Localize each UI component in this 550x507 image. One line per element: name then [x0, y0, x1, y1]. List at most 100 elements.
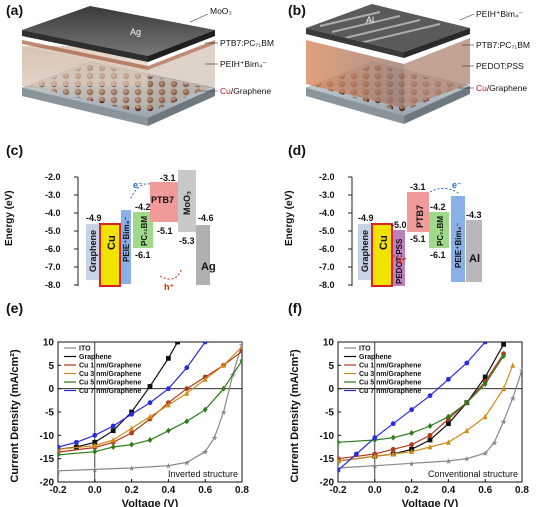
series-e-5-point — [202, 342, 208, 345]
y-tick-label-f: -15 — [320, 454, 335, 465]
cu-block-d — [371, 223, 393, 287]
series-e-0-point: ★ — [220, 408, 227, 417]
series-f-5-point — [464, 360, 470, 366]
legend-label-e-5: Cu 7 nm/Graphene — [79, 388, 141, 395]
series-f-4-point — [427, 423, 433, 429]
series-f-4-point — [482, 381, 488, 387]
series-e-3-point — [202, 376, 208, 382]
series-f-3-point — [446, 439, 451, 445]
energy-tick-d-5: -7.0 — [319, 262, 335, 272]
level-d-6: -4.3 — [466, 210, 482, 220]
level-d-3: -5.1 — [410, 234, 426, 244]
panel-tag-a: (a) — [6, 2, 24, 18]
x-tick-label-f: 0.4 — [441, 485, 455, 496]
energy-diagram-c: Energy (eV) -2.0 -3.0 -4.0 -5.0 -6.0 -7.… — [4, 170, 482, 292]
panel-tag-d: (d) — [288, 142, 306, 158]
x-tick-label-e: -0.2 — [49, 485, 67, 496]
series-e-3-point — [184, 390, 190, 396]
graphene-block-c — [86, 224, 100, 280]
series-e-4-point — [184, 418, 190, 425]
block-label-d-al: Al — [469, 253, 480, 265]
block-label-d-cu: Cu — [378, 235, 390, 250]
x-tick-label-e: 0.0 — [88, 485, 102, 496]
series-f-3-point — [427, 444, 433, 450]
series-f-0-line — [338, 369, 522, 469]
series-f-2-point — [390, 446, 396, 452]
series-f-0-point: ★ — [408, 459, 415, 468]
series-f-3-point — [372, 453, 378, 459]
series-e-5-point — [184, 365, 190, 371]
series-f-4-point — [409, 430, 414, 436]
electrode-label-a: Ag — [130, 27, 142, 37]
legend-label-e-3: Cu 3 nm/Graphene — [79, 371, 141, 378]
series-e-4-point — [221, 385, 226, 392]
series-e-0-point: ★ — [238, 340, 245, 349]
series-e-0-point: ★ — [183, 458, 190, 467]
series-f-0-point: ★ — [518, 366, 525, 375]
series-e-5-point — [58, 444, 61, 450]
series-f-3-point — [510, 362, 516, 368]
device-stack-inverted-illustration — [21, 4, 475, 126]
series-f-1-point — [482, 374, 488, 380]
block-label-d-pc71bm: PC₇₁BM — [436, 216, 445, 246]
series-f-2-point — [409, 442, 414, 448]
panel-tag-e: (e) — [6, 300, 24, 316]
ptb7-block-d — [407, 192, 429, 232]
legend-label-f-0: ITO — [359, 346, 371, 353]
series-f-5-point — [354, 451, 359, 457]
series-e-5-point — [110, 423, 116, 429]
series-e-4-point — [92, 448, 98, 455]
level-c-4: -5.1 — [157, 226, 173, 236]
series-f-5-point — [338, 467, 341, 473]
series-f-5-point — [409, 407, 414, 413]
series-f-0-point: ★ — [463, 455, 470, 464]
y-tick-label-e: -5 — [45, 408, 54, 419]
block-label-d-pedot: PEDOT:PSS — [395, 238, 404, 284]
series-e-1-point — [166, 355, 171, 361]
series-e-4-line — [58, 360, 242, 456]
level-d-0: -4.9 — [358, 213, 374, 223]
series-f-0-point: ★ — [500, 417, 507, 426]
ptb7-block-c — [150, 182, 178, 222]
series-f-0-point: ★ — [445, 457, 452, 466]
series-f-5-point — [372, 435, 378, 441]
series-f-1-point — [446, 421, 451, 427]
series-e-5-point — [92, 432, 98, 438]
y-tick-label-f: -20 — [320, 478, 335, 489]
layer-label-b-4: Cu/Graphene — [476, 83, 528, 93]
series-e-4-point — [166, 427, 171, 434]
y-tick-label-f: 0 — [328, 384, 334, 395]
block-label-c-cu: Cu — [106, 235, 118, 250]
series-e-3-point — [221, 362, 226, 368]
series-e-3-point — [166, 402, 171, 408]
legend-label-f-1: Graphene — [359, 354, 392, 361]
series-f-4-point — [338, 439, 341, 446]
x-tick-label-e: 0.6 — [198, 485, 212, 496]
series-e-0-point: ★ — [128, 464, 135, 473]
al-block-d — [466, 220, 482, 282]
energy-tick-c-4: -6.0 — [45, 244, 61, 254]
panel-tag-b: (b) — [288, 2, 306, 18]
series-e-5-point — [166, 386, 171, 392]
energy-tick-c-2: -4.0 — [45, 208, 61, 218]
series-e-0-point: ★ — [91, 465, 98, 474]
structure-annotation-f: Conventional structure — [428, 469, 518, 479]
series-e-1-point — [175, 342, 180, 345]
energy-tick-c-5: -7.0 — [45, 262, 61, 272]
energy-tick-c-0: -2.0 — [45, 172, 61, 182]
moo3-block-c — [178, 170, 196, 232]
stack-b — [305, 4, 475, 124]
y-tick-label-f: 5 — [328, 361, 334, 372]
block-label-c-pc71bm: PC₇₁BM — [140, 216, 149, 246]
series-f-3-point — [390, 451, 396, 457]
y-tick-label-e: 0 — [48, 384, 54, 395]
y-tick-label-e: -10 — [40, 431, 55, 442]
electrode-label-b: Al — [366, 15, 375, 25]
series-f-3-point — [501, 385, 506, 392]
peie-block-d — [451, 196, 465, 282]
series-f-4-point — [446, 413, 451, 420]
panel-tag-f: (f) — [288, 300, 302, 316]
series-e-1-point — [92, 439, 98, 445]
block-label-c-moo3: MoO₃ — [182, 191, 192, 215]
